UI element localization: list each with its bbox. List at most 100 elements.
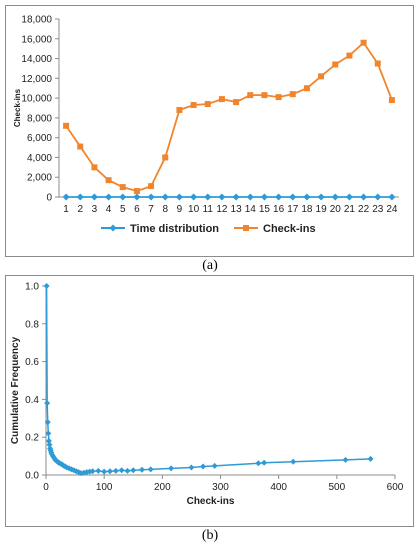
data-point (246, 193, 254, 201)
y-tick-label: 0.6 (25, 357, 39, 368)
data-point (303, 85, 310, 92)
data-point (176, 106, 183, 113)
legend-label: Time distribution (130, 223, 219, 235)
data-point (101, 468, 108, 475)
data-point (130, 467, 137, 474)
data-point (105, 177, 112, 184)
x-tick-label: 22 (358, 204, 370, 215)
data-point (188, 464, 195, 471)
x-tick-label: 3 (92, 204, 98, 215)
data-point (105, 193, 113, 201)
y-tick-label: 2,000 (27, 173, 52, 184)
series-line-cumulative-frequency (45, 285, 371, 474)
y-tick-label: 0.8 (25, 319, 39, 330)
data-point (168, 465, 175, 472)
x-tick-label: 9 (177, 204, 183, 215)
legend-label: Check-ins (263, 223, 316, 235)
data-point (261, 459, 268, 466)
y-axis-label: Cumulative Frequency (10, 336, 21, 444)
y-tick-label: 18,000 (21, 15, 52, 26)
data-point (289, 193, 297, 201)
x-tick-label: 17 (287, 204, 299, 215)
x-tick-label: 7 (148, 204, 154, 215)
data-point (345, 193, 353, 201)
chart-b-svg: 0.0 0.2 0.4 0.6 0.8 1.0 0 100 200 300 400 500 600 Che… (10, 282, 404, 508)
x-tick-label: 300 (212, 482, 229, 493)
data-point (204, 101, 211, 108)
data-point (161, 193, 169, 201)
data-point (77, 143, 84, 150)
data-point (95, 467, 102, 474)
data-point (133, 188, 140, 195)
chart-panel-b: 0.0 0.2 0.4 0.6 0.8 1.0 0 100 200 300 400 500 600 Che… (5, 275, 414, 527)
data-point (233, 99, 240, 106)
data-point (175, 193, 183, 201)
data-point (44, 419, 51, 426)
data-point (232, 193, 240, 201)
data-point (360, 193, 368, 201)
data-point (303, 193, 311, 201)
caption-a: (a) (202, 258, 218, 273)
data-point (211, 462, 218, 469)
data-point (48, 451, 55, 458)
data-point (260, 193, 268, 201)
data-point (124, 467, 131, 474)
y-tick-label: 12,000 (21, 74, 52, 85)
y-tick-label: 0.4 (25, 395, 39, 406)
x-tick-label: 8 (162, 204, 168, 215)
data-point (162, 154, 169, 161)
data-point (89, 468, 96, 475)
data-point (63, 122, 70, 129)
x-tick-label: 500 (328, 482, 345, 493)
data-point (76, 193, 84, 201)
x-tick-label: 2 (77, 204, 83, 215)
data-point (346, 52, 353, 59)
x-tick-label: 5 (120, 204, 126, 215)
data-point (204, 193, 212, 201)
data-point (106, 468, 113, 475)
data-point (43, 283, 50, 289)
data-point (68, 466, 75, 473)
data-point (275, 94, 282, 101)
data-point (46, 441, 53, 448)
data-point (388, 193, 396, 201)
x-tick-label: 20 (330, 204, 342, 215)
data-point (118, 467, 125, 474)
y-tick-label: 10,000 (21, 94, 52, 105)
x-tick-label: 6 (134, 204, 140, 215)
legend-marker (109, 224, 117, 232)
data-point (190, 193, 198, 201)
data-point (119, 184, 126, 191)
y-tick-label: 6,000 (27, 133, 52, 144)
data-point (261, 92, 268, 99)
y-tick-label: 1.0 (25, 282, 39, 293)
data-point (66, 465, 73, 472)
data-point (190, 102, 197, 109)
data-point (218, 193, 226, 201)
data-point (275, 193, 283, 201)
x-tick-label: 18 (301, 204, 313, 215)
data-point (331, 193, 339, 201)
data-point (367, 455, 374, 462)
x-tick-label: 600 (387, 482, 404, 493)
x-tick-label: 12 (216, 204, 228, 215)
x-tick-label: 11 (203, 204, 214, 215)
data-point (63, 464, 70, 471)
legend-marker (243, 225, 249, 231)
data-point (119, 193, 127, 201)
data-point (342, 456, 349, 463)
x-tick-label: 19 (316, 204, 328, 215)
y-tick-label: 8,000 (27, 113, 52, 124)
y-tick-label: 16,000 (21, 34, 52, 45)
x-tick-label: 200 (154, 482, 171, 493)
data-point (62, 193, 70, 201)
data-point (374, 60, 381, 67)
y-tick-label: 0 (46, 193, 52, 204)
x-tick-label: 4 (106, 204, 112, 215)
y-tick-label: 0.0 (25, 471, 39, 482)
data-point (374, 193, 382, 201)
data-point (83, 469, 90, 476)
data-point (45, 437, 52, 444)
x-tick-label: 16 (273, 204, 285, 215)
data-point (90, 193, 98, 201)
